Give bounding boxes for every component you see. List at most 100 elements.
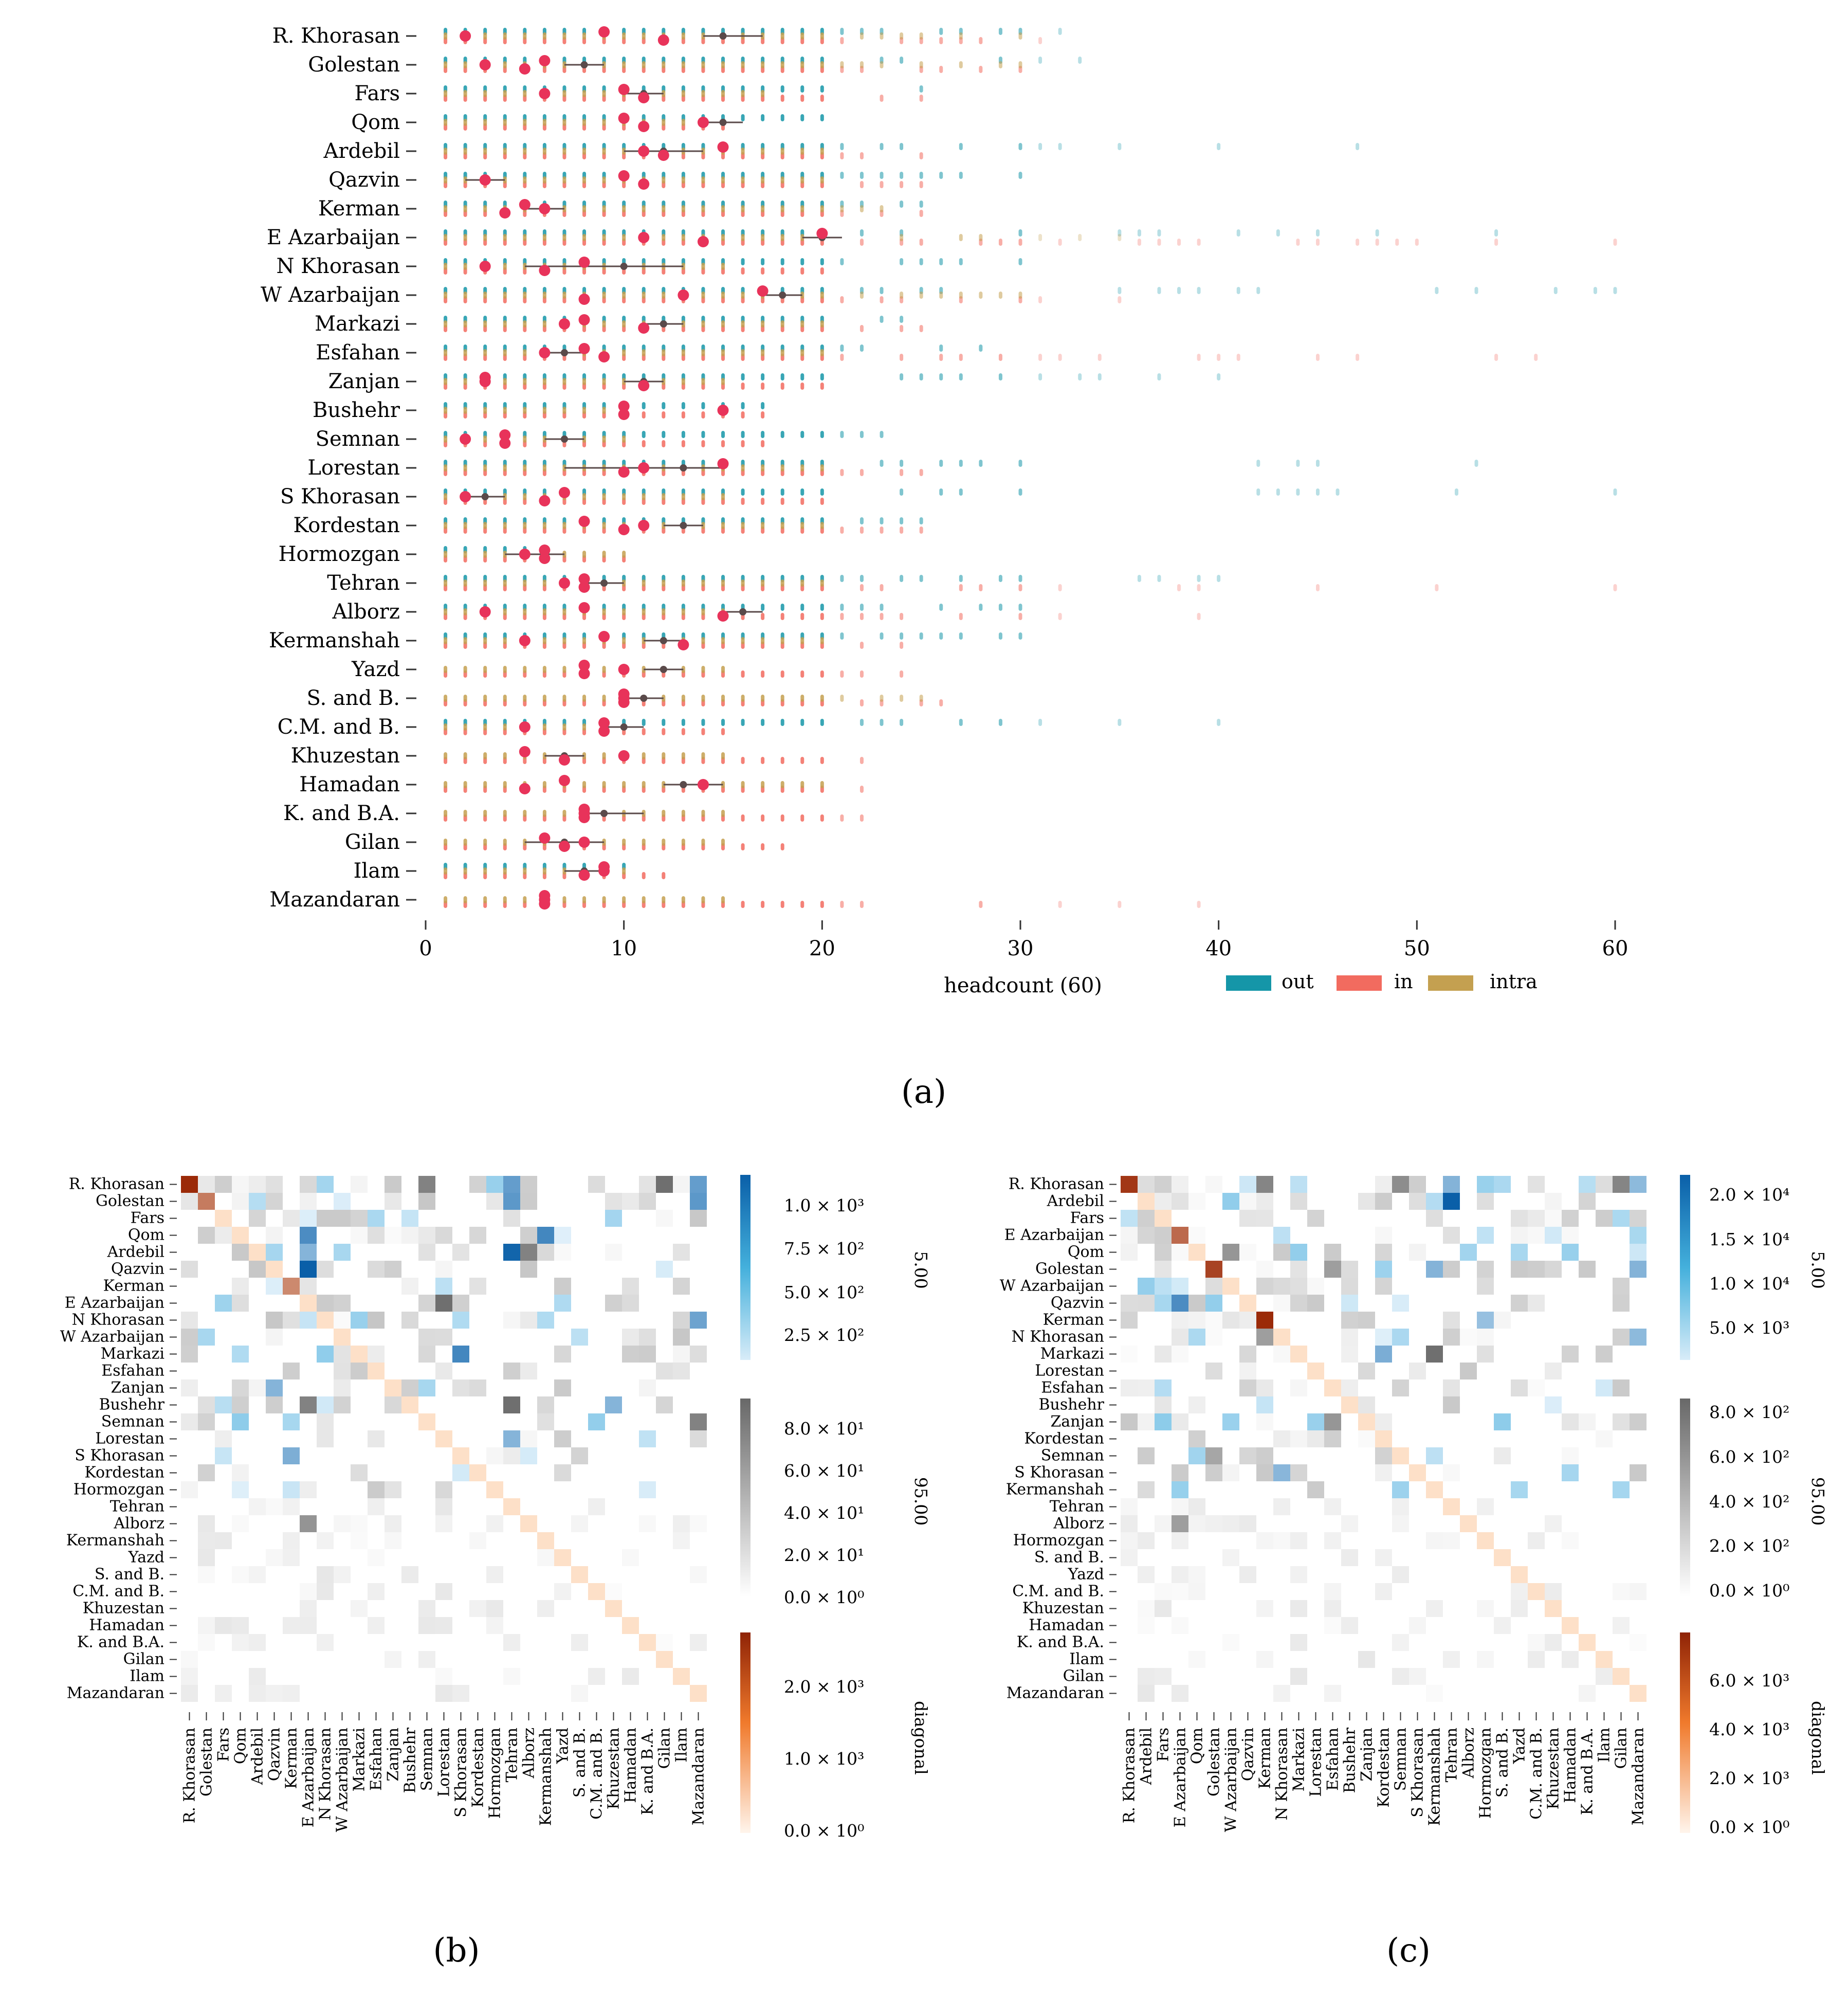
- point-intra: [602, 148, 606, 155]
- cell-k-and-b-a-to-w-azarbaijan: [1222, 1634, 1239, 1651]
- point-intra: [483, 752, 487, 759]
- point-out: [780, 85, 784, 93]
- cell-ilam-to-ilam: [1596, 1651, 1613, 1668]
- point-intra: [800, 205, 804, 212]
- median-dot-hormozgan: [539, 553, 551, 564]
- point-intra: [642, 781, 646, 788]
- cell-bushehr-to-bushehr: [1341, 1396, 1358, 1413]
- cell-mazandaran-to-s-khorasan: [452, 1685, 469, 1702]
- row-label-qom: Qom: [351, 111, 400, 134]
- point-intra: [503, 407, 507, 414]
- point-intra: [780, 349, 784, 356]
- cell-r-khorasan-to-s-and-b: [1494, 1176, 1511, 1193]
- mean-dot-yazd: [660, 666, 667, 673]
- points-intra-zanjan: [444, 378, 725, 385]
- points-in-yazd: [444, 670, 904, 678]
- point-intra: [820, 781, 824, 788]
- point-intra: [780, 61, 784, 68]
- cell-golestan-to-qom: [232, 1193, 249, 1210]
- point-in: [1494, 239, 1498, 246]
- cell-hormozgan-to-zanjan: [385, 1481, 401, 1498]
- row-label-zanjan: Zanjan: [1050, 1413, 1104, 1431]
- cell-k-and-b-a-to-qom: [232, 1634, 249, 1651]
- cell-qazvin-to-bushehr: [1341, 1295, 1358, 1312]
- cell-hamadan-to-lorestan: [435, 1617, 452, 1634]
- cell-qom-to-qazvin: [266, 1227, 283, 1244]
- point-intra: [542, 464, 546, 471]
- point-intra: [701, 579, 705, 587]
- cell-khuzestan-to-kordestan: [469, 1600, 486, 1617]
- point-intra: [681, 810, 685, 817]
- cell-kerman-to-zanjan: [1358, 1312, 1375, 1329]
- median-dot-yazd: [578, 660, 590, 671]
- point-intra: [503, 148, 507, 155]
- points-out-ilam: [444, 863, 626, 870]
- cell-w-azarbaijan-to-n-khorasan: [1273, 1278, 1290, 1295]
- points-out-r-khorasan: [444, 28, 1062, 35]
- point-in: [820, 901, 824, 908]
- point-intra: [701, 378, 705, 385]
- row-label-s-khorasan: S Khorasan: [1014, 1464, 1104, 1482]
- cell-alborz-to-e-azarbaijan: [300, 1515, 317, 1532]
- cell-hormozgan-to-qom: [232, 1481, 249, 1498]
- point-in: [761, 440, 765, 447]
- point-intra: [503, 637, 507, 644]
- cell-kermanshah-to-n-khorasan: [317, 1532, 334, 1549]
- point-intra: [523, 666, 527, 673]
- point-intra: [503, 234, 507, 241]
- point-out: [959, 143, 963, 150]
- point-out: [721, 431, 725, 438]
- cell-s-khorasan-to-kerman: [283, 1447, 300, 1464]
- point-intra: [642, 839, 646, 846]
- cell-r-khorasan-to-e-azarbaijan: [300, 1176, 317, 1193]
- point-in: [780, 613, 784, 620]
- cell-hormozgan-to-e-azarbaijan: [300, 1481, 317, 1498]
- cell-kordestan-to-kordestan: [1375, 1430, 1392, 1447]
- panel-c-colorbar-95: 8.0 × 10² 6.0 × 10² 4.0 × 10² 2.0 × 10² …: [1680, 1399, 1828, 1601]
- cell-mazandaran-to-mazandaran: [690, 1685, 707, 1702]
- cell-zanjan-to-hamadan: [1562, 1413, 1579, 1430]
- point-in: [741, 901, 745, 908]
- cell-hamadan-to-fars: [215, 1617, 232, 1634]
- col-label-yazd: Yazd: [554, 1728, 572, 1764]
- point-intra: [800, 320, 804, 328]
- cell-c-m-and-b-to-esfahan: [368, 1583, 385, 1600]
- point-out: [1217, 719, 1221, 726]
- col-label-mazandaran: Mazandaran: [1630, 1728, 1648, 1825]
- point-intra: [681, 695, 685, 702]
- cell-r-khorasan-to-mazandaran: [690, 1176, 707, 1193]
- cell-k-and-b-a-to-mazandaran: [1630, 1634, 1646, 1651]
- point-out: [1435, 287, 1439, 294]
- point-out: [1018, 632, 1022, 640]
- cell-ardebil-to-qazvin: [1239, 1193, 1256, 1210]
- cell-esfahan-to-esfahan: [368, 1363, 385, 1379]
- point-in: [1613, 239, 1617, 246]
- point-out: [1335, 488, 1340, 496]
- cell-s-khorasan-to-alborz: [520, 1447, 537, 1464]
- legend-label-in: in: [1394, 970, 1413, 993]
- point-intra: [542, 723, 546, 731]
- point-in: [919, 239, 923, 246]
- point-out: [1078, 373, 1082, 380]
- cell-qazvin-to-e-azarbaijan: [300, 1261, 317, 1278]
- row-label-gilan: Gilan: [1063, 1667, 1104, 1685]
- point-intra: [444, 493, 448, 500]
- cell-kerman-to-qazvin: [1239, 1312, 1256, 1329]
- cell-n-khorasan-to-gilan: [1613, 1329, 1630, 1346]
- median-dot-s-khorasan: [539, 495, 551, 506]
- point-intra: [503, 263, 507, 270]
- row-w-azarbaijan: W Azarbaijan: [261, 283, 1617, 307]
- point-intra: [1018, 32, 1022, 40]
- point-intra: [662, 579, 666, 587]
- point-intra: [642, 579, 646, 587]
- cell-kerman-to-bushehr: [1341, 1312, 1358, 1329]
- point-intra: [681, 493, 685, 500]
- cell-qazvin-to-e-azarbaijan: [1172, 1295, 1188, 1312]
- point-out: [859, 229, 864, 237]
- point-out: [761, 604, 765, 611]
- col-label-golestan: Golestan: [1205, 1728, 1223, 1796]
- cell-ardebil-to-kordestan: [1375, 1193, 1392, 1210]
- point-intra: [523, 263, 527, 270]
- cell-kordestan-to-zanjan: [1358, 1430, 1375, 1447]
- median-dot-yazd: [618, 664, 630, 675]
